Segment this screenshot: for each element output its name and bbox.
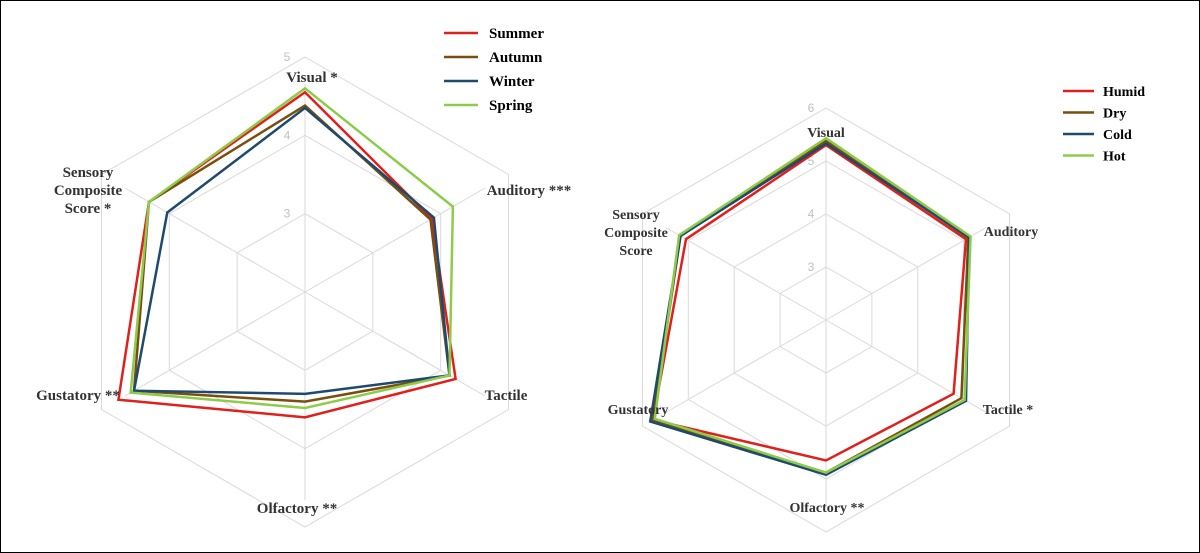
- legend-label: Humid: [1103, 85, 1145, 100]
- radar-chart-climate: 3 4 5 6 Visual Auditory Tactile * Olfactory ** G…: [604, 85, 1145, 533]
- tick-label: 4: [808, 207, 815, 221]
- axis-label-sensory-composite-score: Sensory Composite Score: [604, 208, 668, 259]
- grid-ring: [641, 107, 1011, 533]
- axis-spoke: [304, 291, 486, 397]
- series-line-cold: [648, 142, 971, 477]
- legend-item-spring: Spring: [444, 98, 533, 114]
- grid-ring: [100, 56, 510, 528]
- axis-label-gustatory: Gustatory: [608, 403, 669, 418]
- axis-label-visual: Visual: [807, 126, 845, 141]
- axis-label-olfactory: Olfactory **: [257, 501, 337, 517]
- legend-label: Hot: [1103, 150, 1126, 165]
- axis-spoke: [124, 187, 306, 293]
- tick-label: 5: [284, 50, 291, 64]
- tick-label: 4: [284, 128, 291, 142]
- legend: Summer Autumn Winter Spring: [444, 26, 544, 114]
- axis-spoke: [825, 227, 987, 321]
- legend-item-summer: Summer: [444, 26, 544, 42]
- tick-label: 3: [808, 260, 815, 274]
- axis-label-tactile: Tactile: [485, 388, 528, 404]
- legend-label: Cold: [1103, 128, 1132, 143]
- legend-label: Summer: [489, 26, 544, 42]
- legend-item-dry: Dry: [1063, 107, 1126, 122]
- legend-label: Dry: [1103, 107, 1126, 122]
- axis-label-visual: Visual *: [286, 70, 338, 86]
- axis-spoke: [825, 319, 987, 413]
- legend-item-cold: Cold: [1063, 128, 1132, 143]
- radar-grid: [641, 107, 1011, 533]
- series-line-winter: [132, 106, 451, 396]
- legend: Humid Dry Cold Hot: [1063, 85, 1145, 165]
- radar-chart-seasons: 3 4 5 Visual * Auditory *** Tactile Olfactory …: [36, 26, 572, 528]
- legend-item-winter: Winter: [444, 74, 535, 90]
- axis-label-olfactory: Olfactory **: [789, 501, 864, 516]
- tick-label: 5: [808, 154, 815, 168]
- tick-label: 3: [284, 207, 291, 221]
- legend-item-autumn: Autumn: [444, 50, 543, 66]
- axis-label-sensory-composite-score: Sensory Composite Score *: [54, 165, 123, 217]
- axis-label-auditory: Auditory: [984, 225, 1038, 240]
- axis-spoke: [665, 319, 827, 413]
- axis-spoke: [304, 187, 486, 293]
- legend-item-hot: Hot: [1063, 150, 1126, 165]
- legend-item-humid: Humid: [1063, 85, 1145, 100]
- series-line-autumn: [132, 104, 451, 403]
- legend-label: Winter: [489, 74, 535, 90]
- axis-label-auditory: Auditory ***: [487, 183, 572, 199]
- tick-label: 6: [808, 101, 815, 115]
- axis-spoke: [124, 291, 306, 397]
- axis-label-gustatory: Gustatory **: [36, 388, 120, 404]
- legend-label: Autumn: [489, 50, 543, 66]
- series-line-spring: [129, 86, 455, 410]
- series-line-humid: [651, 143, 968, 462]
- radar-grid: [100, 56, 510, 528]
- series-line-hot: [653, 136, 972, 474]
- axis-spoke: [665, 227, 827, 321]
- legend-label: Spring: [489, 98, 533, 114]
- axis-label-tactile: Tactile *: [983, 403, 1033, 418]
